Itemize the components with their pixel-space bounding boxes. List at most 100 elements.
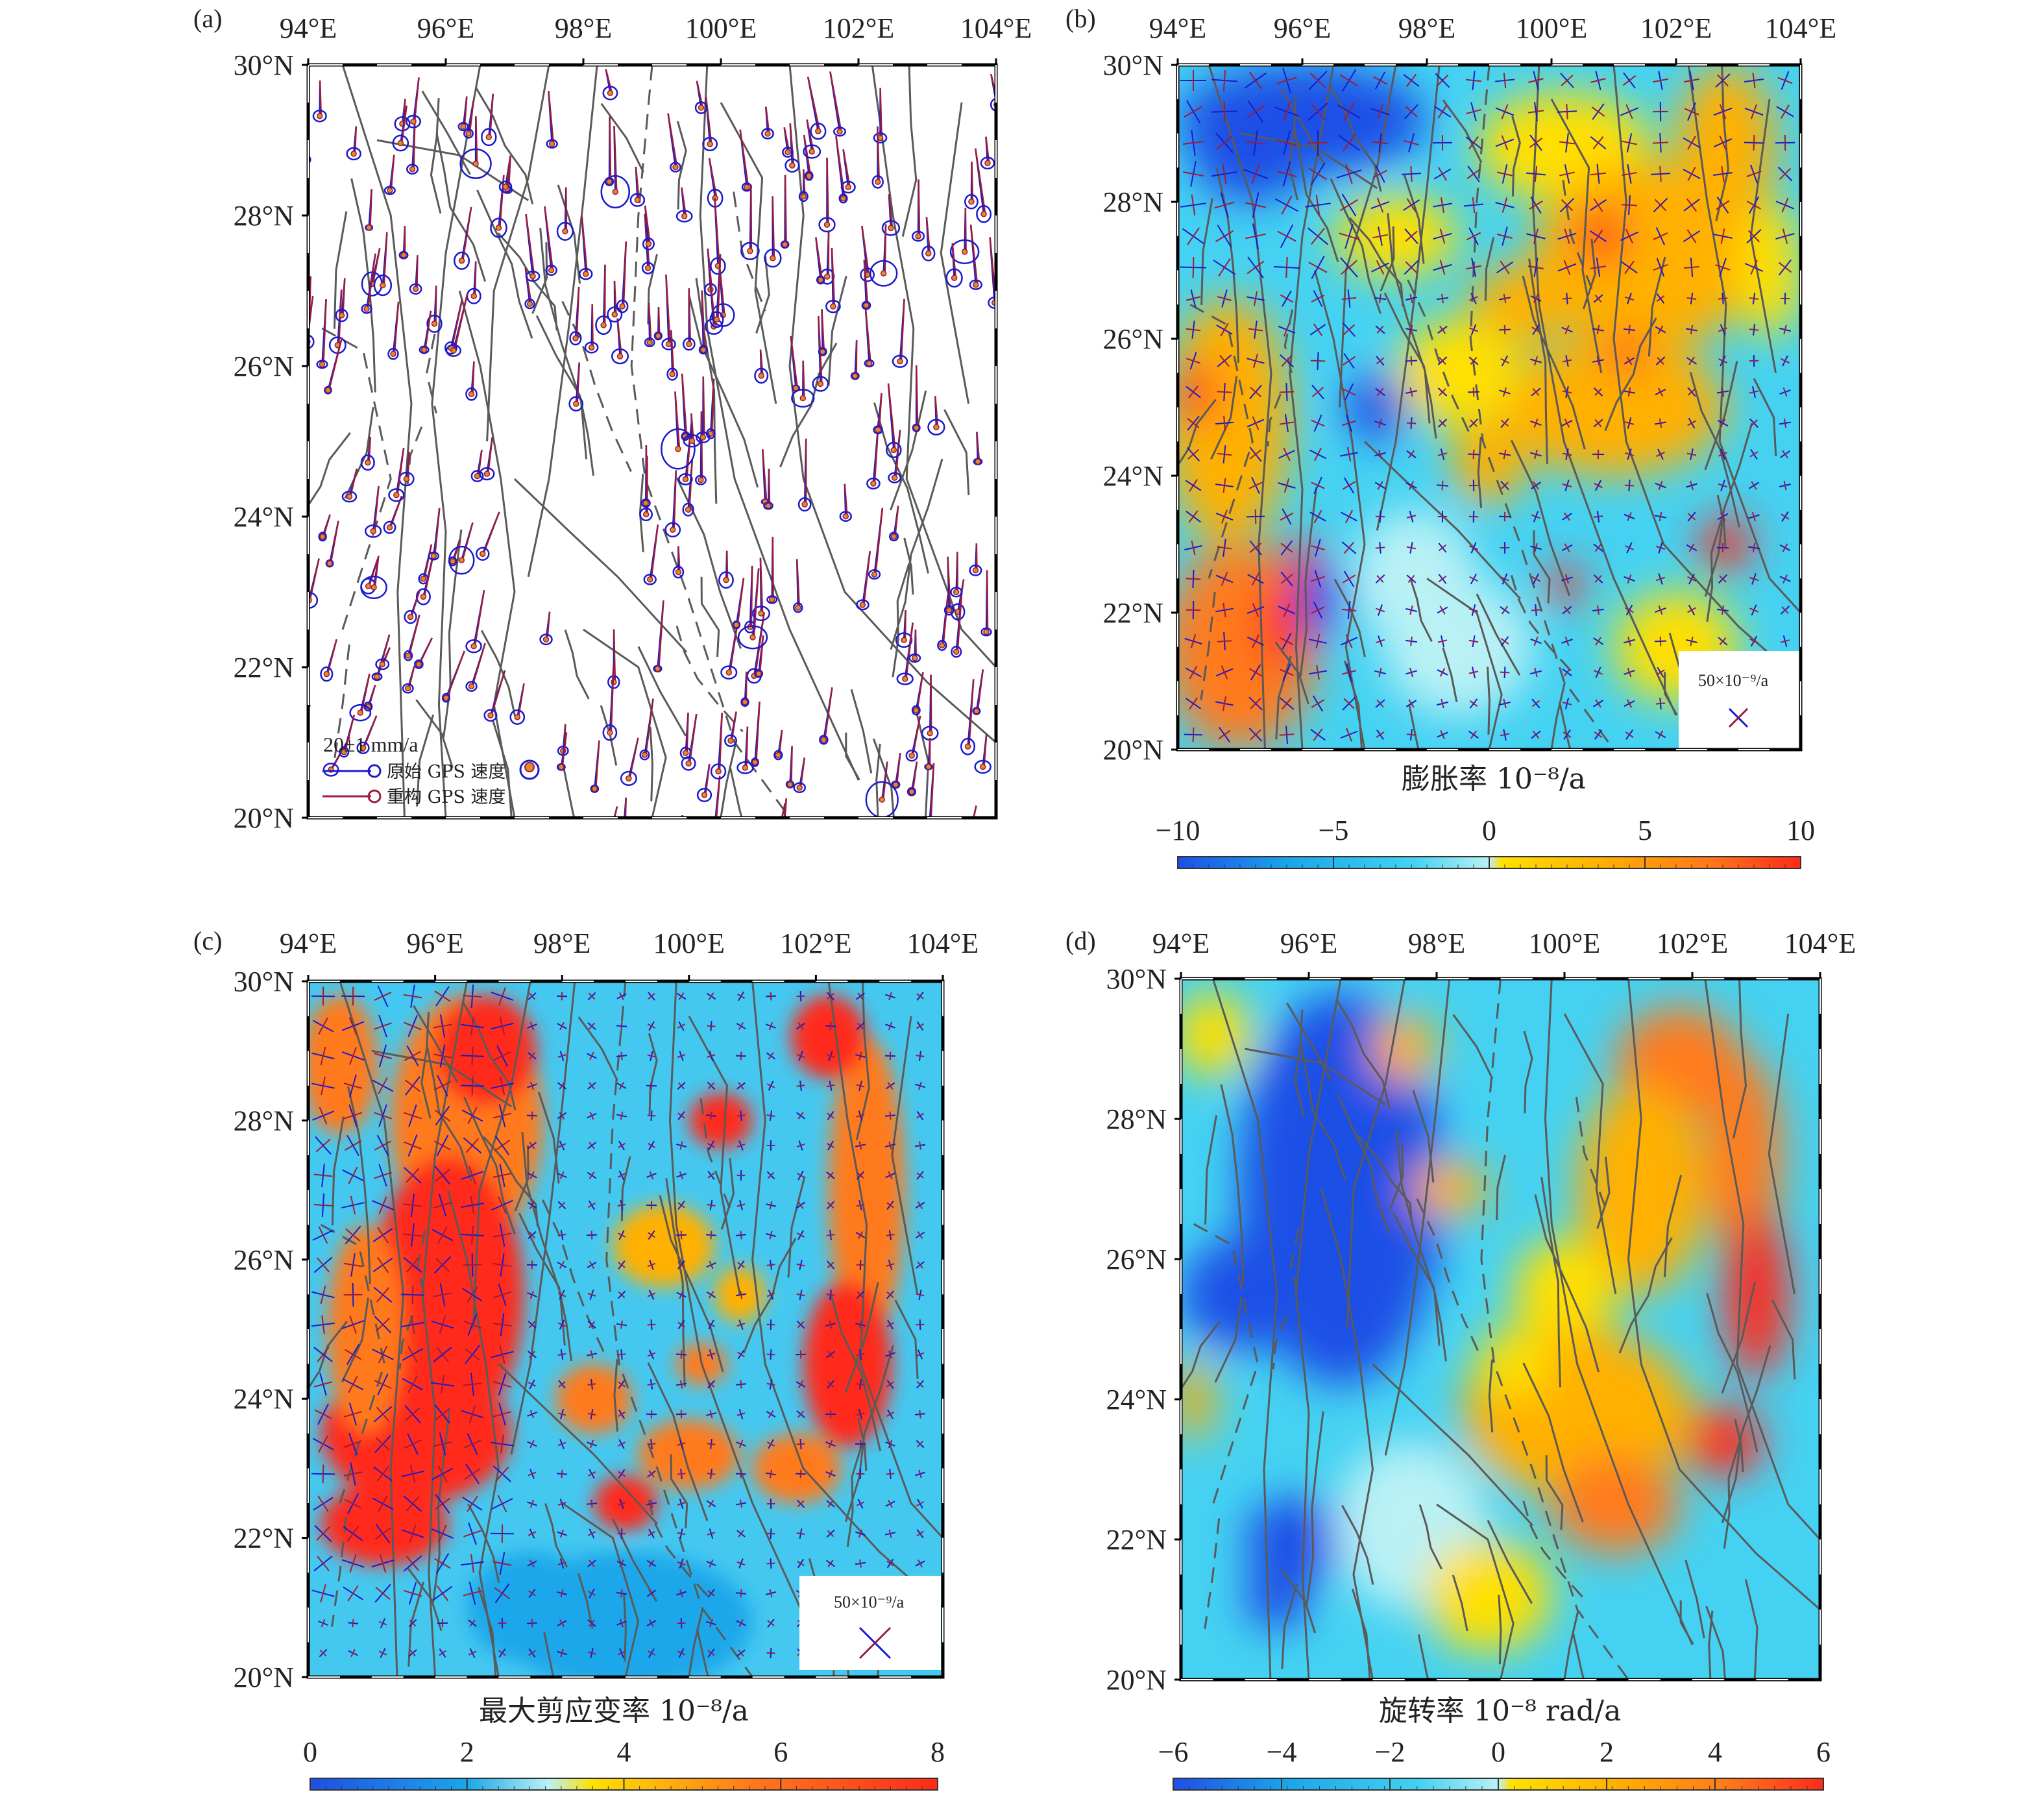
gps-original-error-ellipse: [780, 240, 790, 249]
b-strain-axis-red: [1469, 700, 1478, 707]
gps-reconstructed-error-ellipse: [685, 506, 692, 513]
c-strain-axis-red: [373, 1052, 393, 1060]
b-strain-axis-red: [1372, 234, 1388, 239]
b-strain-axis-red: [1441, 698, 1444, 709]
a-fault-line: [890, 390, 927, 511]
a-fault-line: [720, 743, 737, 818]
gps-reconstructed-arrow: [670, 330, 675, 373]
c-strain-axis-red: [316, 1257, 330, 1273]
b-strain-axis-red: [1183, 140, 1204, 145]
gps-reconstructed-error-ellipse: [548, 140, 555, 147]
c-strain-axis-red: [917, 1201, 923, 1209]
b-strain-axis-red: [1564, 228, 1570, 244]
b-fault-line: [1550, 681, 1566, 750]
b-strain-axis-red: [1250, 698, 1261, 709]
c-strain-axis-red: [707, 1082, 715, 1090]
b-strain-axis-red: [1407, 574, 1415, 583]
b-strain-axis-red: [1722, 605, 1724, 615]
gps-reconstructed-error-ellipse: [800, 193, 807, 200]
c-strain-axis-red: [677, 1442, 686, 1446]
b-field-blob: [1545, 565, 1583, 606]
gps-original-error-ellipse: [888, 472, 902, 484]
gps-reconstructed-error-ellipse: [799, 395, 807, 402]
legend-reconstructed-label: 重构 GPS 速度: [387, 787, 505, 807]
c-strain-axis-red: [529, 1052, 535, 1060]
b-strain-axis-red: [1247, 260, 1265, 275]
b-strain-axis-red: [1563, 260, 1571, 275]
gps-original-error-ellipse: [724, 734, 737, 748]
b-strain-axis-red: [1750, 104, 1758, 119]
c-lon-tick-label: 98°E: [533, 927, 590, 959]
gps-original-error-ellipse: [607, 306, 623, 323]
panel-c-scale-box-text: 50×10⁻⁹/a: [834, 1593, 905, 1611]
b-strain-axis-red: [1284, 478, 1290, 493]
b-strain-axis-red: [1687, 576, 1696, 582]
gps-reconstructed-arrow: [424, 544, 433, 578]
gps-reconstructed-error-ellipse: [420, 576, 427, 582]
gps-original-error-ellipse: [640, 498, 651, 508]
gps-reconstructed-error-ellipse: [801, 501, 808, 508]
b-strain-axis-red: [1593, 198, 1603, 212]
gps-original-error-ellipse: [943, 605, 955, 616]
gps-original-error-ellipse: [569, 331, 582, 346]
b-strain-axis-red: [1590, 78, 1606, 83]
b-strain-axis-red: [1503, 698, 1507, 709]
gps-reconstructed-arrow: [844, 484, 848, 515]
c-strain-axis-red: [886, 1291, 894, 1299]
a-fault-line: [513, 478, 688, 653]
gps-reconstructed-error-ellipse: [765, 502, 772, 509]
gps-reconstructed-error-ellipse: [675, 569, 682, 576]
b-strain-axis-red: [1533, 294, 1539, 303]
b-strain-axis-red: [1190, 633, 1197, 649]
gps-reconstructed-error-ellipse: [815, 128, 821, 134]
gps-original-error-ellipse: [490, 217, 507, 238]
gps-reconstructed-arrow: [986, 570, 989, 631]
c-strain-axis-red: [590, 1499, 593, 1508]
b-strain-axis-red: [1622, 171, 1637, 177]
gps-reconstructed-arrow: [424, 310, 432, 349]
b-strain-axis-red: [1625, 607, 1634, 613]
c-strain-axis-red: [557, 1143, 566, 1148]
gps-reconstructed-arrow: [688, 288, 692, 343]
gps-reconstructed-error-ellipse: [634, 197, 641, 203]
gps-original-error-ellipse: [840, 180, 856, 194]
b-strain-axis-red: [1533, 418, 1539, 428]
gps-reconstructed-error-ellipse: [324, 387, 332, 393]
c-strain-axis-red: [404, 1439, 422, 1449]
gps-reconstructed-error-ellipse: [751, 759, 759, 766]
b-strain-axis-red: [1376, 575, 1384, 583]
gps-original-error-ellipse: [661, 337, 676, 350]
gps-reconstructed-error-ellipse: [673, 860, 678, 865]
b-strain-axis-red: [1592, 136, 1604, 149]
c-strain-axis-red: [680, 1350, 683, 1359]
gps-original-error-ellipse: [702, 136, 718, 152]
d-field-blob: [1181, 992, 1252, 1077]
gps-reconstructed-arrow: [667, 113, 678, 166]
gps-reconstructed-arrow: [915, 365, 919, 427]
gps-reconstructed-error-ellipse: [409, 165, 416, 173]
d-field-blob: [1424, 1539, 1552, 1652]
gps-original-error-ellipse: [375, 658, 390, 670]
gps-original-error-ellipse: [371, 672, 383, 681]
a-fault-line: [890, 458, 943, 650]
b-strain-axis-red: [1503, 72, 1507, 89]
b-strain-axis-red: [1594, 419, 1602, 428]
gps-original-error-ellipse: [803, 144, 821, 159]
c-strain-axis-red: [313, 1381, 333, 1388]
gps-original-error-ellipse: [602, 724, 618, 741]
gps-reconstructed-arrow: [645, 445, 648, 502]
c-strain-axis-red: [498, 987, 506, 1005]
b-field-blob: [1452, 421, 1527, 504]
panel-b-scale-box-bg: [1679, 651, 1801, 750]
d-fault-line: [1417, 1634, 1430, 1680]
b-fault-line: [1687, 65, 1801, 614]
d-fault-line: [1480, 979, 1629, 1680]
c-fault-line: [696, 1628, 709, 1677]
c-lat-tick-label: 22°N: [234, 1523, 294, 1554]
gps-original-error-ellipse: [818, 347, 827, 356]
gps-original-error-ellipse: [392, 134, 409, 152]
b-strain-axis-red: [1590, 265, 1607, 269]
gps-original-error-ellipse: [419, 345, 430, 354]
gps-reconstructed-arrow: [759, 635, 764, 673]
gps-reconstructed-error-ellipse: [725, 669, 733, 676]
